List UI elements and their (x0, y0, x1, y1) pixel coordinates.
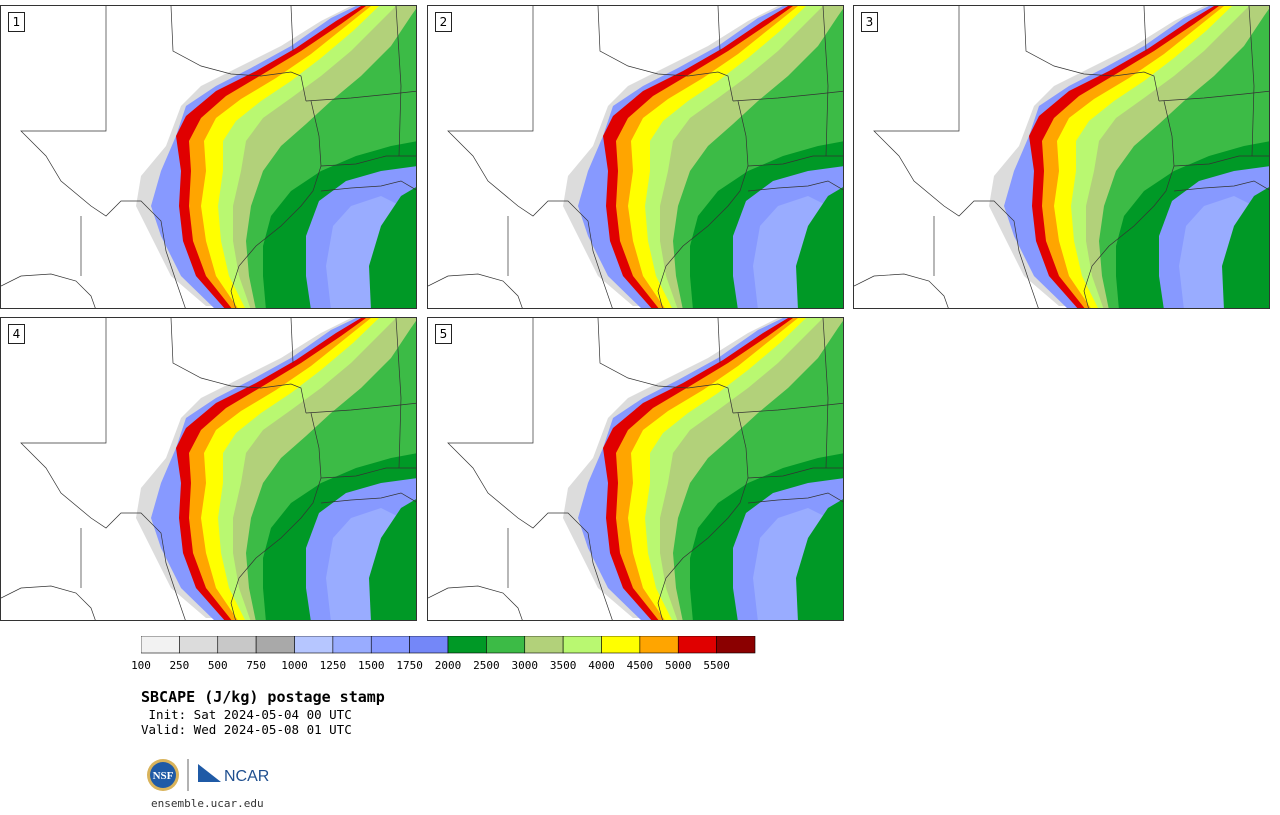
cape-map-1 (1, 6, 416, 308)
valid-time: Valid: Wed 2024-05-08 01 UTC (141, 722, 352, 737)
colorbar-tick-label: 250 (169, 659, 190, 672)
colorbar-tick-label: 4000 (588, 659, 615, 672)
ncar-logo-text: NCAR (224, 768, 269, 785)
website-link[interactable]: ensemble.ucar.edu (151, 797, 264, 810)
colorbar-tick-label: 1000 (281, 659, 308, 672)
plot-title: SBCAPE (J/kg) postage stamp (141, 688, 385, 706)
map-panel-5: 5 (427, 317, 844, 621)
colorbar-swatch (562, 636, 602, 654)
colorbar-swatch (370, 636, 410, 654)
panel-label-2: 2 (435, 12, 452, 32)
cape-map-5 (428, 318, 843, 620)
colorbar-swatch (677, 636, 717, 654)
panel-label-3: 3 (861, 12, 878, 32)
colorbar-swatch (524, 636, 564, 654)
panel-label-1: 1 (8, 12, 25, 32)
colorbar-tick-label: 2000 (434, 659, 462, 672)
colorbar-swatch (486, 636, 526, 654)
nsf-logo-text: NSF (153, 770, 174, 782)
colorbar-swatch (601, 636, 641, 654)
map-panel-4: 4 (0, 317, 417, 621)
map-panel-3: 3 (853, 5, 1270, 309)
colorbar-tick-label: 2500 (473, 659, 500, 672)
panel-label-4: 4 (8, 324, 25, 344)
colorbar-tick-label: 500 (207, 659, 228, 672)
colorbar-swatch (447, 636, 487, 654)
colorbar-swatch (409, 636, 449, 654)
cape-map-3 (854, 6, 1269, 308)
colorbar-swatch (255, 636, 295, 654)
colorbar-tick-label: 1250 (319, 659, 347, 672)
colorbar-swatch (141, 636, 180, 654)
nsf-ncar-logo: NSF NCAR (147, 759, 269, 791)
colorbar-tick-label: 5000 (665, 659, 692, 672)
init-time: Init: Sat 2024-05-04 00 UTC (141, 707, 352, 722)
panel-label-5: 5 (435, 324, 452, 344)
cape-map-2 (428, 6, 843, 308)
colorbar-swatch (217, 636, 257, 654)
cape-map-4 (1, 318, 416, 620)
map-panel-2: 2 (427, 5, 844, 309)
colorbar-swatch (179, 636, 219, 654)
colorbar-tick-label: 1500 (358, 659, 385, 672)
colorbar-tick-label: 4500 (626, 659, 654, 672)
colorbar-tick-label: 750 (246, 659, 267, 672)
colorbar-tick-label: 3500 (549, 659, 577, 672)
colorbar-tick-label: 5500 (703, 659, 730, 672)
colorbar-swatch (332, 636, 372, 654)
colorbar-tick-label: 100 (131, 659, 151, 672)
colorbar-swatch (716, 636, 756, 654)
colorbar-tick-label: 1750 (396, 659, 423, 672)
colorbar-swatch (294, 636, 334, 654)
map-panel-1: 1 (0, 5, 417, 309)
colorbar-swatch (639, 636, 679, 654)
colorbar-tick-label: 3000 (511, 659, 539, 672)
colorbar (141, 636, 756, 654)
